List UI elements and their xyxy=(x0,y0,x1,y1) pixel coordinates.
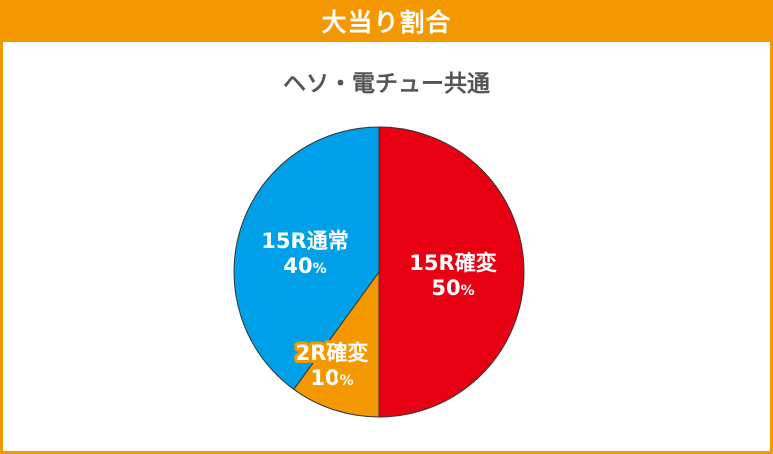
slice-label: 2R確変 xyxy=(296,341,369,365)
slice-value-label: 10% xyxy=(310,366,353,390)
pie-slice xyxy=(233,126,380,391)
header-title: 大当り割合 xyxy=(321,8,452,37)
pie-slice xyxy=(378,126,525,418)
slice-value-label: 40% xyxy=(283,254,326,278)
slice-label: 15R通常 xyxy=(261,229,348,253)
slice-value-label: 50% xyxy=(431,276,474,300)
slice-label: 15R確変 xyxy=(409,251,496,275)
chart-title: ヘソ・電チュー共通 xyxy=(283,71,490,97)
header-bar: 大当り割合 xyxy=(0,0,773,42)
pie-slice xyxy=(293,270,380,418)
